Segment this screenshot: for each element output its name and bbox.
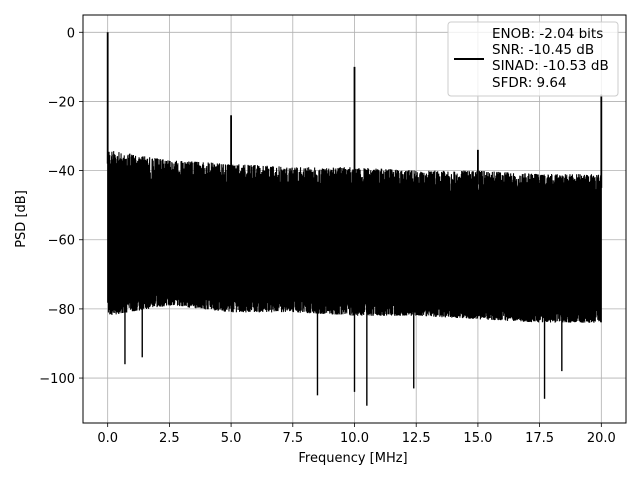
y-tick-label: −100 xyxy=(39,372,75,387)
legend-box xyxy=(447,21,619,97)
x-tick-label: 10.0 xyxy=(340,431,369,446)
legend-sfdr: SFDR: 9.64 xyxy=(492,75,567,91)
y-tick-label: −60 xyxy=(48,234,75,249)
y-tick-label: −20 xyxy=(48,95,75,110)
x-tick-label: 7.5 xyxy=(282,431,303,446)
x-tick-label: 12.5 xyxy=(402,431,431,446)
axis-ticks: 0.0 2.5 5.0 7.5 10.0 12.5 15.0 17.5 20.0 0 −20 −40 −… xyxy=(39,26,616,446)
y-axis-label: PSD [dB] xyxy=(14,190,29,248)
legend-snr: SNR: -10.45 dB xyxy=(492,42,594,58)
y-tick-label: 0 xyxy=(67,26,75,41)
x-tick-label: 15.0 xyxy=(463,431,492,446)
x-tick-label: 17.5 xyxy=(525,431,554,446)
legend-enob: ENOB: -2.04 bits xyxy=(492,26,603,42)
x-tick-label: 5.0 xyxy=(221,431,242,446)
legend: ENOB: -2.04 bits SNR: -10.45 dB SINAD: -… xyxy=(447,21,619,97)
x-tick-label: 20.0 xyxy=(587,431,616,446)
y-tick-label: −40 xyxy=(48,165,75,180)
x-tick-label: 0.0 xyxy=(97,431,118,446)
psd-series xyxy=(106,32,603,406)
y-tick-label: −80 xyxy=(48,303,75,318)
legend-sinad: SINAD: -10.53 dB xyxy=(492,58,609,74)
x-tick-label: 2.5 xyxy=(159,431,180,446)
x-axis-label: Frequency [MHz] xyxy=(298,451,407,466)
